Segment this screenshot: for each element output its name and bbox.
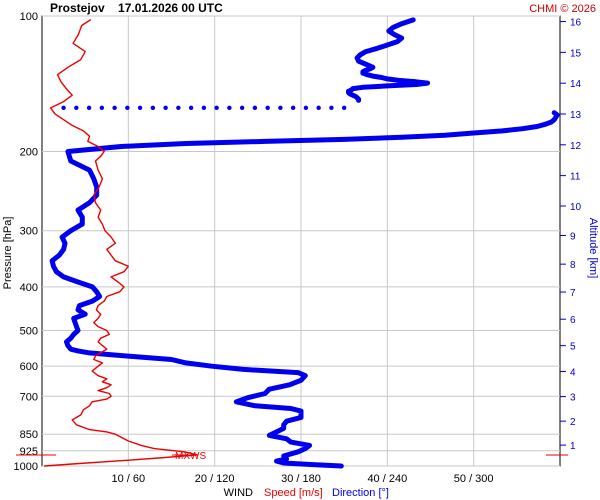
pressure-tick-label: 500	[20, 326, 38, 338]
pressure-tick-label: 1000	[14, 461, 38, 473]
altitude-tick-label: 12	[570, 141, 582, 152]
direction-gap-dot	[341, 105, 347, 111]
wind-tick-label: 50 / 300	[454, 473, 494, 485]
altitude-tick-label: 13	[570, 110, 582, 121]
direction-gap-dot	[290, 105, 296, 111]
direction-gap-dot	[125, 105, 130, 111]
x-axis-label-direction: Direction [°]	[332, 487, 389, 499]
direction-gap-dot	[239, 105, 245, 111]
y-axis-label-altitude: Altitude [km]	[587, 218, 599, 279]
direction-gap-dot	[252, 105, 258, 111]
x-axis-label-speed: Speed [m/s]	[264, 487, 323, 499]
pressure-tick-label: 300	[20, 226, 38, 238]
wind-tick-label: 20 / 120	[195, 473, 235, 485]
direction-gap-dot	[61, 105, 66, 111]
mxws-label: MXWS	[175, 451, 206, 462]
pressure-tick-label: 850	[20, 429, 38, 441]
pressure-tick-label: 925	[20, 446, 38, 458]
direction-gap-dot	[150, 105, 156, 111]
y-axis-label-pressure: Pressure [hPa]	[2, 217, 14, 290]
pressure-tick-label: 200	[20, 146, 38, 158]
altitude-tick-label: 2	[570, 417, 576, 428]
direction-gap-dot	[201, 105, 207, 111]
altitude-tick-label: 11	[570, 172, 581, 183]
altitude-tick-label: 3	[570, 393, 576, 404]
altitude-tick-label: 4	[570, 367, 576, 378]
wind-tick-label: 40 / 240	[367, 473, 407, 485]
pressure-tick-label: 400	[20, 282, 38, 294]
direction-gap-dot	[163, 105, 168, 111]
altitude-tick-label: 16	[570, 18, 582, 29]
direction-gap-dot	[86, 105, 92, 111]
direction-gap-dot	[99, 105, 105, 111]
direction-gap-dot	[265, 105, 270, 111]
pressure-tick-label: 600	[20, 361, 38, 373]
copyright-label: CHMI © 2026	[529, 3, 596, 15]
x-axis-label-wind: WIND	[224, 487, 253, 499]
altitude-tick-label: 7	[570, 288, 576, 299]
series-direction-upper-line	[346, 17, 431, 103]
direction-gap-dot	[329, 105, 334, 111]
altitude-tick-label: 10	[570, 202, 582, 213]
direction-gap-dot	[137, 105, 143, 111]
series-direction-line	[49, 110, 560, 469]
direction-gap-dot	[316, 105, 321, 111]
altitude-tick-label: 5	[570, 342, 576, 353]
direction-gap-dot	[188, 105, 194, 111]
series-speed-line	[43, 19, 199, 467]
direction-gap-dot	[214, 105, 219, 111]
altitude-tick-label: 15	[570, 48, 582, 59]
altitude-tick-label: 6	[570, 315, 576, 326]
direction-gap-dot	[176, 105, 181, 111]
direction-gap-dot	[278, 105, 283, 111]
altitude-tick-label: 1	[570, 441, 576, 452]
direction-gap-dot	[112, 105, 117, 111]
altitude-tick-label: 8	[570, 260, 576, 271]
direction-gap-dot	[303, 105, 309, 111]
pressure-tick-label: 700	[20, 391, 38, 403]
pressure-tick-label: 100	[20, 11, 38, 23]
wind-tick-label: 10 / 60	[112, 473, 146, 485]
direction-gap-dot	[74, 105, 79, 111]
altitude-tick-label: 9	[570, 231, 576, 242]
wind-tick-label: 30 / 180	[281, 473, 321, 485]
chart-title: Prostejov 17.01.2026 00 UTC	[50, 1, 223, 15]
direction-gap-dot	[227, 105, 232, 111]
altitude-tick-label: 14	[570, 79, 582, 90]
